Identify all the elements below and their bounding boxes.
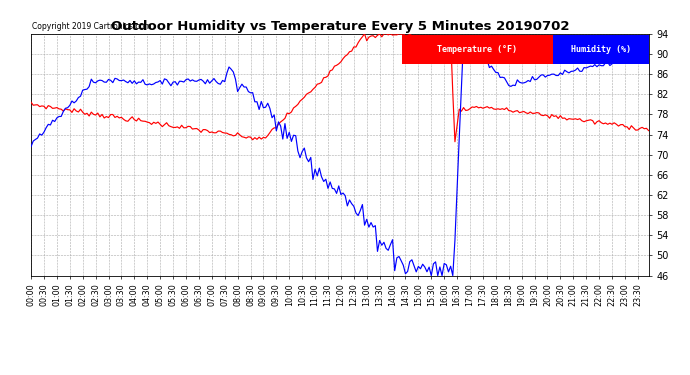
Text: Copyright 2019 Cartronics.com: Copyright 2019 Cartronics.com <box>32 22 152 32</box>
Text: Temperature (°F): Temperature (°F) <box>437 45 518 54</box>
FancyBboxPatch shape <box>553 35 649 64</box>
Title: Outdoor Humidity vs Temperature Every 5 Minutes 20190702: Outdoor Humidity vs Temperature Every 5 … <box>110 20 569 33</box>
FancyBboxPatch shape <box>402 35 553 64</box>
Text: Humidity (%): Humidity (%) <box>571 45 631 54</box>
